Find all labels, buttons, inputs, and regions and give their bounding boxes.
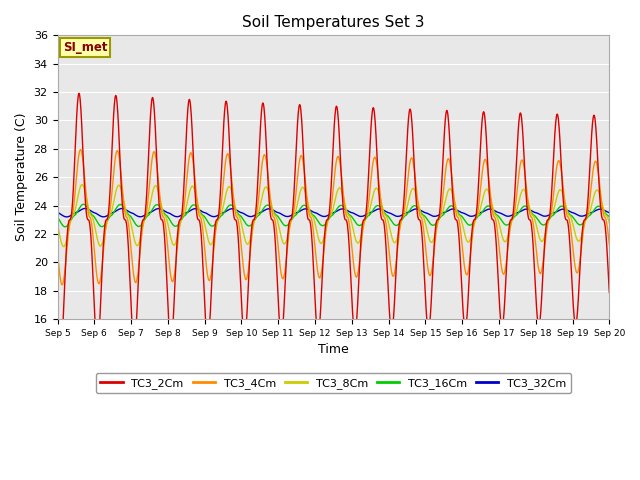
Line: TC3_8Cm: TC3_8Cm <box>58 185 609 247</box>
TC3_4Cm <box>557 166 565 172</box>
TC3_2Cm <box>75 91 83 96</box>
TC3_16Cm <box>271 211 278 216</box>
TC3_2Cm <box>605 289 613 295</box>
TC3_4Cm <box>271 216 278 222</box>
TC3_8Cm <box>54 222 61 228</box>
TC3_32Cm <box>176 213 184 219</box>
X-axis label: Time: Time <box>318 343 349 356</box>
TC3_32Cm <box>81 205 89 211</box>
TC3_16Cm <box>54 214 61 220</box>
TC3_16Cm <box>284 222 292 228</box>
TC3_32Cm <box>509 212 517 217</box>
TC3_4Cm <box>284 237 292 243</box>
Y-axis label: Soil Temperature (C): Soil Temperature (C) <box>15 113 28 241</box>
Line: TC3_4Cm: TC3_4Cm <box>58 150 609 285</box>
TC3_8Cm <box>509 213 517 219</box>
TC3_4Cm <box>509 213 517 219</box>
TC3_8Cm <box>78 182 86 188</box>
TC3_32Cm <box>54 210 61 216</box>
TC3_4Cm <box>419 220 426 226</box>
TC3_4Cm <box>77 147 84 153</box>
TC3_32Cm <box>63 214 70 220</box>
Text: SI_met: SI_met <box>63 41 108 54</box>
TC3_16Cm <box>509 215 517 221</box>
TC3_8Cm <box>176 221 184 227</box>
TC3_8Cm <box>419 213 426 218</box>
TC3_32Cm <box>271 208 278 214</box>
TC3_16Cm <box>605 214 613 220</box>
TC3_16Cm <box>61 224 69 230</box>
TC3_2Cm <box>57 344 65 350</box>
TC3_32Cm <box>419 209 426 215</box>
Legend: TC3_2Cm, TC3_4Cm, TC3_8Cm, TC3_16Cm, TC3_32Cm: TC3_2Cm, TC3_4Cm, TC3_8Cm, TC3_16Cm, TC3… <box>96 373 571 393</box>
TC3_2Cm <box>284 228 292 233</box>
TC3_16Cm <box>176 219 184 225</box>
TC3_2Cm <box>557 158 565 164</box>
TC3_32Cm <box>557 207 565 213</box>
Line: TC3_32Cm: TC3_32Cm <box>58 208 609 217</box>
TC3_2Cm <box>271 232 278 238</box>
TC3_4Cm <box>58 282 66 288</box>
Line: TC3_16Cm: TC3_16Cm <box>58 204 609 227</box>
TC3_4Cm <box>54 248 61 254</box>
TC3_2Cm <box>509 207 517 213</box>
TC3_2Cm <box>176 217 184 223</box>
TC3_8Cm <box>271 213 278 218</box>
TC3_4Cm <box>605 242 613 248</box>
TC3_2Cm <box>54 306 61 312</box>
TC3_32Cm <box>605 210 613 216</box>
TC3_8Cm <box>284 231 292 237</box>
Title: Soil Temperatures Set 3: Soil Temperatures Set 3 <box>242 15 425 30</box>
TC3_8Cm <box>557 187 565 193</box>
TC3_16Cm <box>419 212 426 217</box>
TC3_32Cm <box>284 214 292 219</box>
TC3_16Cm <box>557 204 565 209</box>
TC3_2Cm <box>419 242 426 248</box>
TC3_4Cm <box>176 218 184 224</box>
TC3_16Cm <box>80 202 88 207</box>
TC3_8Cm <box>60 244 67 250</box>
Line: TC3_2Cm: TC3_2Cm <box>58 94 609 347</box>
TC3_8Cm <box>605 220 613 226</box>
